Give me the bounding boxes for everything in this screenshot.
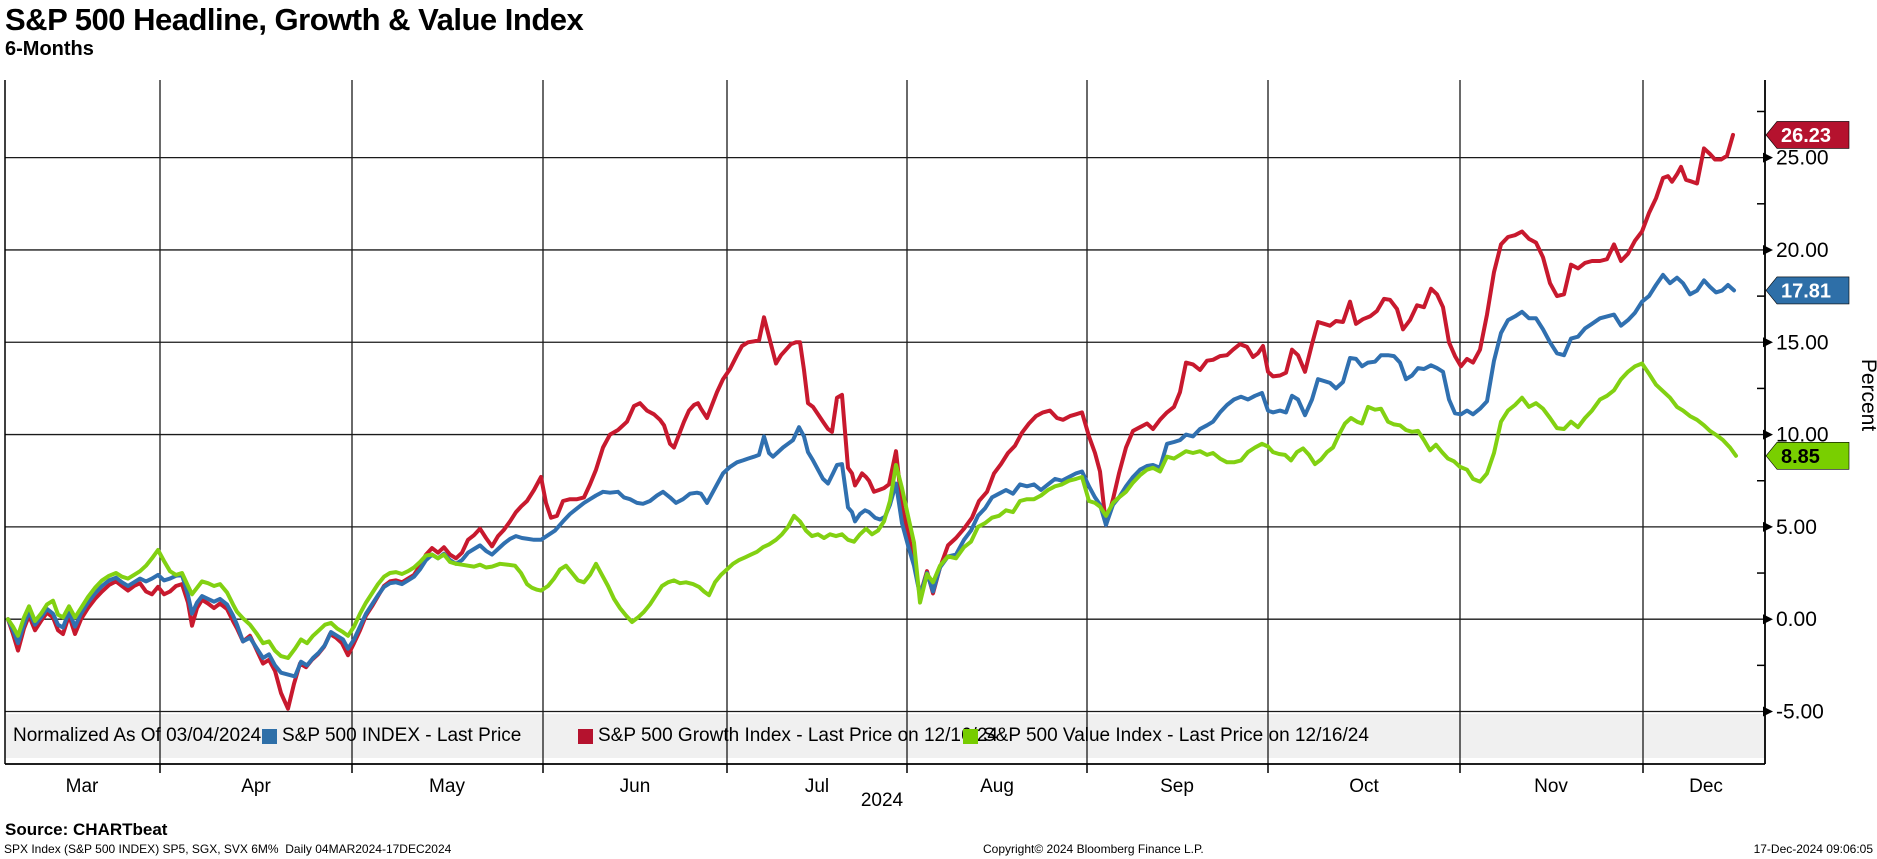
y-axis-title: Percent xyxy=(1857,359,1877,432)
y-axis-label: 5.00 xyxy=(1776,516,1817,539)
last-price-tag-growth xyxy=(1765,121,1850,149)
x-axis-month-label: Nov xyxy=(1534,776,1568,797)
series-line-value xyxy=(6,361,1738,660)
footer-timestamp: 17-Dec-2024 09:06:05 xyxy=(1753,842,1873,856)
last-price-tag-value xyxy=(1765,442,1850,470)
y-axis-label: 20.00 xyxy=(1776,239,1829,262)
legend-item-headline[interactable]: S&P 500 INDEX - Last Price xyxy=(262,725,521,747)
x-axis-month-label: May xyxy=(429,776,465,797)
legend-item-growth[interactable]: S&P 500 Growth Index - Last Price on 12/… xyxy=(578,725,998,747)
y-axis-label: 25.00 xyxy=(1776,147,1829,170)
legend-swatch xyxy=(578,728,593,744)
legend-item-label: S&P 500 Growth Index - Last Price on 12/… xyxy=(598,725,998,746)
x-axis-year-label: 2024 xyxy=(861,790,904,811)
series-line-headline xyxy=(6,272,1736,679)
last-price-value-value: 8.85 xyxy=(1781,446,1820,468)
x-axis-month-label: Jul xyxy=(805,776,829,797)
page-subtitle: 6-Months xyxy=(5,38,94,60)
legend-item-value[interactable]: S&P 500 Value Index - Last Price on 12/1… xyxy=(963,725,1369,747)
last-price-tag-headline xyxy=(1765,276,1850,305)
legend-band-bg xyxy=(5,714,1765,758)
footer-copyright: Copyright© 2024 Bloomberg Finance L.P. xyxy=(983,842,1204,856)
x-axis-month-label: Sep xyxy=(1160,776,1194,797)
x-axis-month-label: Apr xyxy=(241,776,271,797)
legend-swatch xyxy=(262,728,277,744)
x-axis-month-label: Mar xyxy=(66,776,99,797)
footer-security-info: SPX Index (S&P 500 INDEX) SP5, SGX, SVX … xyxy=(4,842,452,856)
legend-item-label: S&P 500 INDEX - Last Price xyxy=(282,725,522,746)
x-axis-month-label: Oct xyxy=(1349,776,1379,797)
y-axis-label: 0.00 xyxy=(1776,608,1817,631)
x-axis-month-label: Dec xyxy=(1689,776,1723,797)
series-line-growth xyxy=(6,132,1735,711)
y-axis-label: -5.00 xyxy=(1776,701,1824,724)
last-price-value-growth: 26.23 xyxy=(1781,125,1831,147)
y-axis-label: 15.00 xyxy=(1776,331,1829,354)
legend-swatch xyxy=(963,728,978,744)
x-axis-month-label: Jun xyxy=(620,776,651,797)
page-title: S&P 500 Headline, Growth & Value Index xyxy=(5,2,584,37)
last-price-value-headline: 17.81 xyxy=(1781,280,1831,302)
y-axis-label: 10.00 xyxy=(1776,424,1829,447)
x-axis-month-label: Aug xyxy=(980,776,1014,797)
legend-item-label: S&P 500 Value Index - Last Price on 12/1… xyxy=(983,725,1369,746)
source-label: Source: CHARTbeat xyxy=(5,820,168,839)
